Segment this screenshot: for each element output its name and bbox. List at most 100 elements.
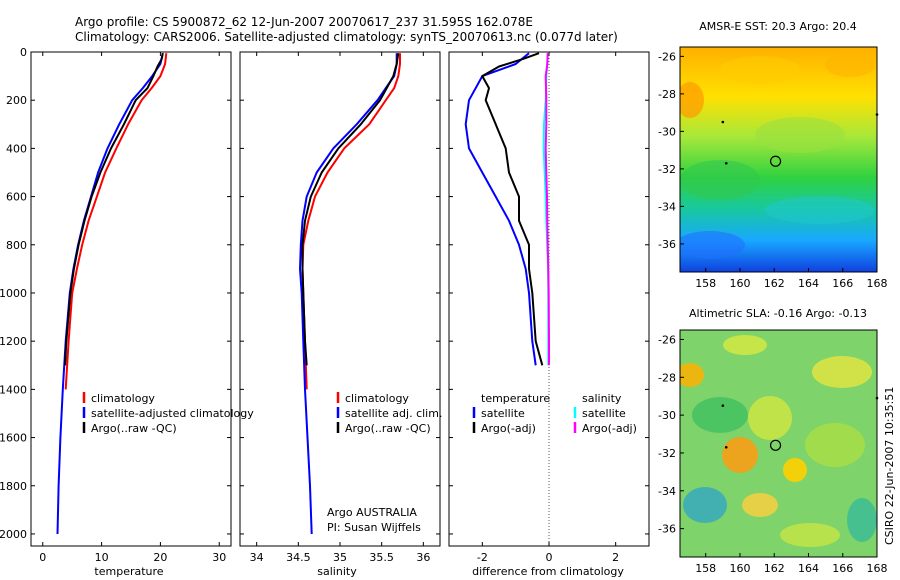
sst-map-frame <box>679 46 878 273</box>
x-tick-label: 36 <box>416 551 430 564</box>
sst-patch <box>755 117 845 153</box>
y-tick-label: 1600 <box>0 432 27 445</box>
series-line-climatology <box>301 53 401 390</box>
lon-tick-label: 158 <box>695 562 716 575</box>
figure-title-line1: Argo profile: CS 5900872_62 12-Jun-2007 … <box>75 15 533 29</box>
sla-patch <box>723 335 767 355</box>
series-line-salinity-argo-adj <box>544 53 550 366</box>
x-tick-label: 0 <box>546 551 553 564</box>
track-point <box>721 404 725 407</box>
series-line-climatology <box>64 53 168 390</box>
sla-patch <box>722 437 758 473</box>
sst-patch <box>680 231 745 259</box>
sst-warm-patches <box>680 53 875 259</box>
series-line-temperature-satellite <box>464 52 537 366</box>
temperature-panel: 0 200 400 600 800 1000 1200 1400 1600 1800 2000 0 10… <box>0 46 254 578</box>
sla-patch <box>742 493 778 517</box>
legend-label-argo: Argo(..raw -QC) <box>91 422 177 435</box>
temperature-axes-box <box>30 51 232 547</box>
sst-map-title: AMSR-E SST: 20.3 Argo: 20.4 <box>699 20 857 33</box>
y-tick-label: 1400 <box>0 383 27 396</box>
track-point <box>721 120 725 124</box>
x-tick-label: 2 <box>612 551 619 564</box>
x-tick-label: 20 <box>153 551 167 564</box>
lat-tick-label: -30 <box>658 409 676 422</box>
lat-tick-label: -36 <box>658 238 676 251</box>
y-tick-label: 1200 <box>0 335 27 348</box>
lon-tick-label: 162 <box>764 562 785 575</box>
x-tick-label: 0 <box>39 551 46 564</box>
sla-patch <box>847 498 877 542</box>
lon-tick-label: 160 <box>729 562 750 575</box>
x-tick-label: 35 <box>333 551 347 564</box>
x-tick-label: 10 <box>95 551 109 564</box>
lat-tick-label: -32 <box>658 163 676 176</box>
series-line-satellite-adj-clim <box>299 53 398 535</box>
legend-label-salinity-argo: Argo(-adj) <box>582 422 637 435</box>
credit-pi: PI: Susan Wijffels <box>327 521 421 534</box>
track-point <box>724 445 728 449</box>
argo-position-marker <box>769 439 782 451</box>
y-tick-label: 600 <box>6 191 27 204</box>
y-tick-label: 800 <box>6 239 27 252</box>
sla-patch <box>805 423 865 467</box>
y-tick-label: 0 <box>20 46 27 59</box>
lat-tick-label: -30 <box>658 125 676 138</box>
sst-patch <box>680 82 704 118</box>
x-tick-label: 30 <box>212 551 226 564</box>
sst-patch <box>765 196 875 224</box>
track-point <box>875 396 879 400</box>
sst-patch <box>825 53 875 77</box>
argo-position-marker <box>769 155 782 167</box>
y-tick-label: 200 <box>6 94 27 107</box>
figure-title-line2: Climatology: CARS2006. Satellite-adjuste… <box>75 30 618 44</box>
track-point <box>875 113 879 116</box>
series-line-argo-raw-qc <box>301 53 400 366</box>
sla-anomaly-patches <box>680 335 877 547</box>
lon-tick-label: 160 <box>729 277 750 290</box>
lat-tick-label: -36 <box>658 523 676 536</box>
salinity-xlabel: salinity <box>317 565 357 578</box>
lat-tick-label: -34 <box>658 200 676 213</box>
track-point <box>724 161 728 165</box>
sst-patch <box>720 56 800 84</box>
sla-patch <box>783 458 807 482</box>
x-tick-label: -2 <box>477 551 488 564</box>
lat-tick-label: -32 <box>658 447 676 460</box>
legend-label-temperature-argo: Argo(-adj) <box>481 422 536 435</box>
legend-label-argo: Argo(..raw -QC) <box>345 422 431 435</box>
sla-patch <box>680 363 704 387</box>
y-tick-label: 400 <box>6 142 27 155</box>
salinity-legend: climatology satellite adj. clim. Argo(..… <box>336 392 442 435</box>
series-line-temperature-argo-adj <box>481 52 544 366</box>
sla-map-panel: Altimetric SLA: -0.16 Argo: -0.13 158 160… <box>658 307 887 575</box>
temperature-legend: climatology satellite-adjusted climatolo… <box>82 392 254 435</box>
y-tick-label: 2000 <box>0 528 27 541</box>
credit-group: Argo AUSTRALIA <box>327 506 417 519</box>
sst-map-panel: AMSR-E SST: 20.3 Argo: 20.4 158 160 162 164… <box>658 20 887 290</box>
sla-map-frame <box>679 329 878 558</box>
lon-tick-label: 158 <box>695 277 716 290</box>
difference-panel: -2 0 2 difference from climatology tempera… <box>448 51 650 578</box>
lat-tick-label: -26 <box>658 50 676 63</box>
lon-tick-label: 162 <box>764 277 785 290</box>
legend-label-satellite: satellite-adjusted climatology <box>91 407 254 420</box>
lat-tick-label: -28 <box>658 88 676 101</box>
sla-patch <box>748 396 792 440</box>
series-line-argo-raw-qc <box>64 53 164 366</box>
lat-tick-label: -34 <box>658 485 676 498</box>
salinity-panel: 34 34.5 35 35.5 36 salinity climatology sate… <box>239 51 442 578</box>
sla-map-title: Altimetric SLA: -0.16 Argo: -0.13 <box>689 307 867 320</box>
difference-xlabel: difference from climatology <box>472 565 624 578</box>
legend-header-temperature: temperature <box>481 392 550 405</box>
lon-tick-label: 168 <box>867 562 888 575</box>
difference-legend: temperature salinity satellite Argo(-adj… <box>472 392 637 435</box>
lon-tick-label: 164 <box>798 562 819 575</box>
sla-patch <box>780 523 840 547</box>
x-tick-label: 34.5 <box>286 551 311 564</box>
lat-tick-label: -26 <box>658 333 676 346</box>
lon-tick-label: 168 <box>867 277 888 290</box>
legend-label-climatology: climatology <box>345 392 409 405</box>
lon-tick-label: 164 <box>798 277 819 290</box>
